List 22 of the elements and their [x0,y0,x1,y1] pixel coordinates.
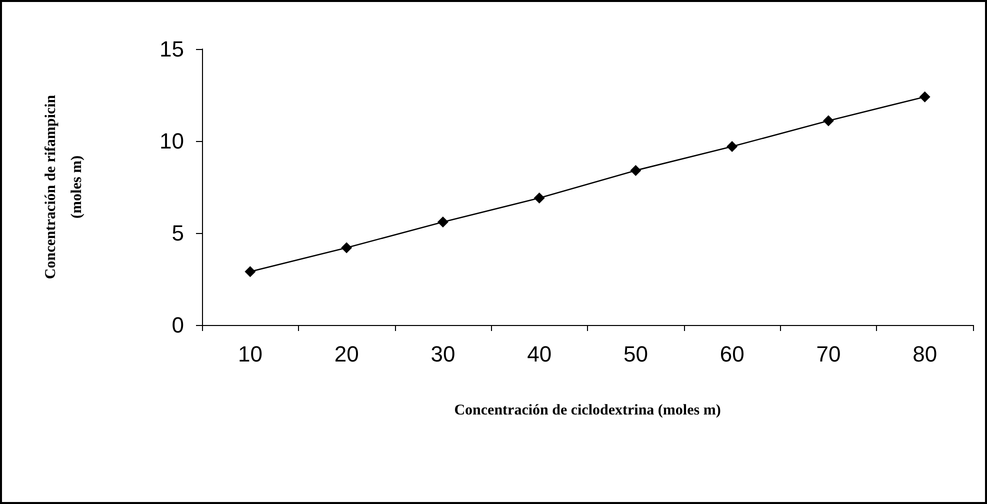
x-tick-label: 60 [720,342,744,366]
point [437,216,448,228]
x-tick-label: 10 [238,342,262,366]
x-tick-label: 80 [912,342,938,366]
point [919,91,930,102]
x-tick-label: 30 [430,342,456,366]
point [244,266,256,278]
point [534,192,545,204]
y-tick-label: 10 [160,128,184,154]
point [630,164,642,176]
y-tick-label: 15 [160,36,184,62]
x-tick-label: 50 [623,342,648,366]
point [341,242,352,254]
point [822,115,834,126]
y-axis-title: Concentración de rifampicin (moles m) [43,94,85,280]
y-tick-label: 5 [172,220,184,246]
point [726,141,738,152]
x-tick-label: 20 [334,342,359,366]
y-tick-label: 0 [172,312,184,338]
x-axis-title: Concentración de ciclodextrina (moles m) [454,402,721,418]
x-tick-label: 40 [527,342,552,366]
x-tick-label: 70 [816,342,841,366]
